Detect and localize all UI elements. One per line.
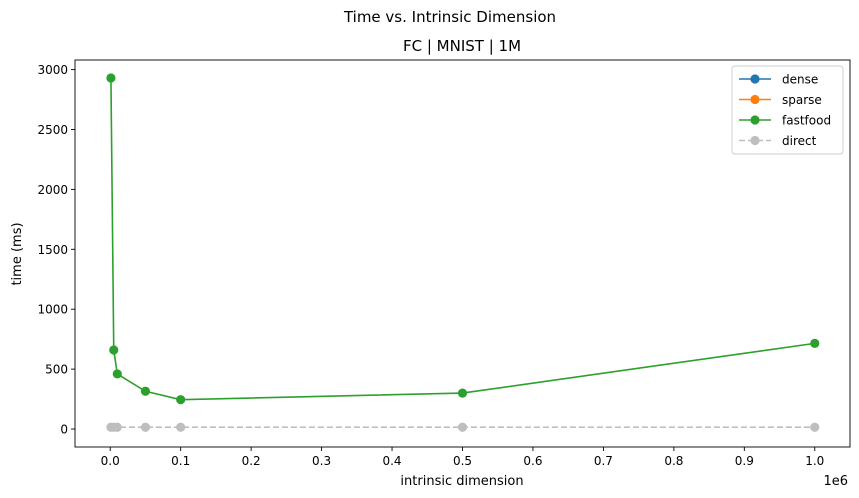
x-tick-label: 0.9	[735, 454, 754, 468]
x-tick-label: 0.5	[453, 454, 472, 468]
y-tick-label: 2500	[37, 123, 68, 137]
y-tick-label: 0	[60, 423, 68, 437]
data-point-fastfood	[810, 338, 820, 348]
legend-marker	[750, 115, 760, 125]
plot-area	[106, 73, 820, 432]
legend-label: fastfood	[782, 114, 831, 128]
legend-entry-direct	[739, 135, 771, 146]
data-point-direct	[810, 422, 820, 432]
x-tick-label: 0.3	[312, 454, 331, 468]
series-fastfood	[106, 73, 820, 405]
data-point-fastfood	[176, 395, 186, 405]
x-axis-offset-label: 1e6	[823, 474, 848, 489]
x-tick-label: 0.2	[242, 454, 261, 468]
legend-marker	[750, 74, 760, 84]
x-tick-label: 0.0	[101, 454, 120, 468]
x-tick-label: 0.4	[382, 454, 401, 468]
x-tick-label: 0.7	[594, 454, 613, 468]
x-tick-label: 1.0	[805, 454, 824, 468]
data-point-fastfood	[457, 388, 468, 398]
legend: dense sparse fastfood direct	[731, 65, 844, 155]
data-point-fastfood	[112, 369, 122, 379]
legend-marker	[750, 94, 760, 105]
legend-entry-fastfood	[739, 115, 771, 125]
y-tick-label: 1500	[37, 243, 68, 257]
data-point-fastfood	[109, 345, 119, 355]
x-tick-label: 0.6	[523, 454, 542, 468]
legend-label: sparse	[782, 93, 822, 107]
y-tick-label: 3000	[37, 63, 68, 77]
data-point-direct	[176, 422, 186, 432]
data-point-direct	[457, 422, 468, 432]
x-axis-ticks: 0.0 0.1 0.2 0.3 0.4 0.5 0.6 0.7 0.8 0.9 1.0	[101, 447, 824, 468]
data-point-fastfood	[140, 386, 151, 396]
legend-box	[731, 65, 844, 155]
y-tick-label: 2000	[37, 183, 68, 197]
y-tick-label: 500	[45, 363, 68, 377]
legend-label: direct	[782, 134, 817, 148]
series-direct	[106, 422, 820, 432]
data-point-fastfood	[106, 73, 116, 83]
chart-title: FC | MNIST | 1M	[403, 37, 521, 55]
series-line-fastfood	[110, 77, 815, 401]
y-tick-label: 1000	[37, 303, 68, 317]
y-axis-ticks: 0 500 1000 1500 2000 2500 3000	[37, 63, 75, 437]
x-tick-label: 0.8	[664, 454, 683, 468]
y-axis-label: time (ms)	[10, 222, 25, 285]
data-point-direct	[140, 422, 151, 432]
x-axis-label: intrinsic dimension	[400, 474, 523, 489]
figure-suptitle: Time vs. Intrinsic Dimension	[343, 8, 556, 26]
legend-entry-sparse	[739, 94, 771, 105]
legend-label: dense	[782, 73, 818, 87]
data-point-direct	[112, 422, 122, 432]
legend-marker	[750, 135, 760, 146]
x-tick-label: 0.1	[171, 454, 190, 468]
legend-entry-dense	[739, 74, 771, 84]
